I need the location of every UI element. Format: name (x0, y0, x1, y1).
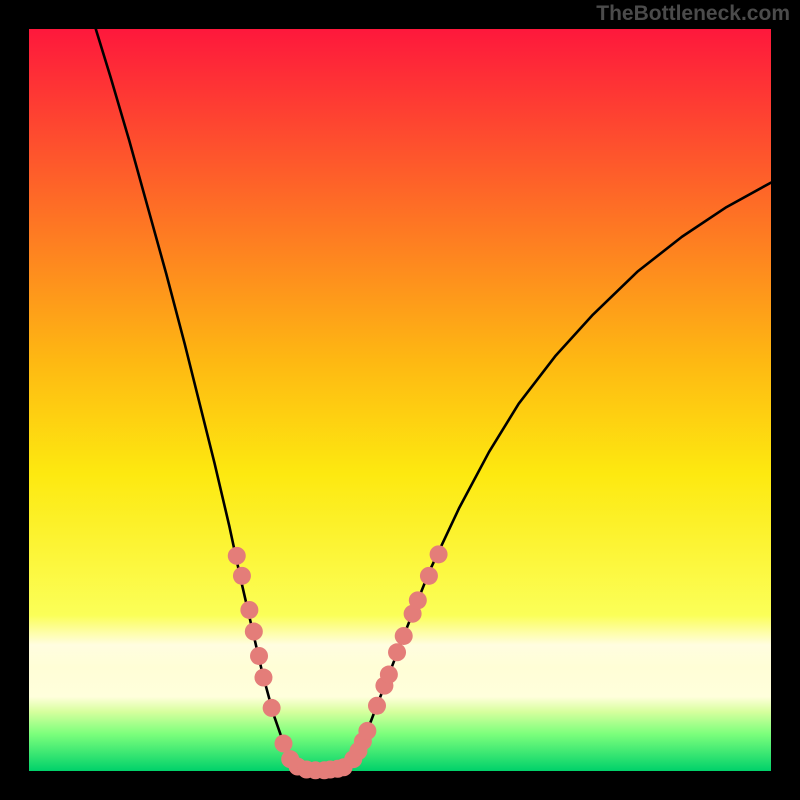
data-marker (388, 643, 406, 661)
data-marker (380, 666, 398, 684)
data-marker (233, 567, 251, 585)
data-marker (263, 699, 281, 717)
data-marker (275, 735, 293, 753)
data-marker (245, 623, 263, 641)
data-marker (430, 545, 448, 563)
data-marker (254, 669, 272, 687)
chart-svg (29, 29, 771, 771)
data-marker (240, 601, 258, 619)
data-marker (395, 627, 413, 645)
data-marker (409, 591, 427, 609)
plot-area (29, 29, 771, 771)
watermark-text: TheBottleneck.com (596, 2, 790, 26)
data-marker (358, 722, 376, 740)
data-marker (420, 567, 438, 585)
data-marker (368, 697, 386, 715)
data-marker (250, 647, 268, 665)
chart-frame: TheBottleneck.com (0, 0, 800, 800)
data-marker (228, 547, 246, 565)
